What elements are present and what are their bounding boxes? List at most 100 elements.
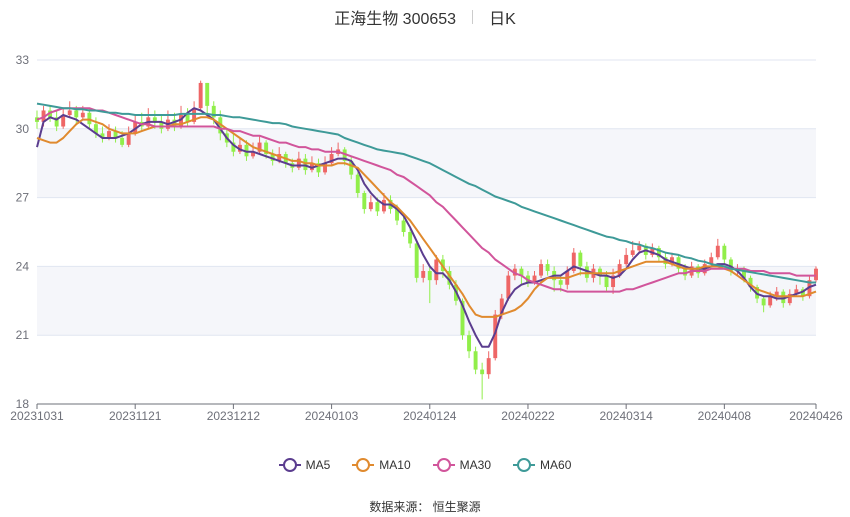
candle-body[interactable] — [87, 112, 92, 125]
candle-body[interactable] — [198, 82, 203, 109]
candle-body[interactable] — [414, 243, 419, 278]
candle-body[interactable] — [381, 199, 386, 212]
candle-body[interactable] — [152, 117, 157, 122]
candle-body[interactable] — [558, 280, 563, 285]
legend-item-ma10[interactable]: MA10 — [352, 458, 411, 472]
candle-body[interactable] — [172, 119, 177, 127]
candle-body[interactable] — [205, 82, 210, 106]
candle-body[interactable] — [722, 245, 727, 260]
candle-body[interactable] — [617, 264, 622, 276]
candle-body[interactable] — [781, 291, 786, 304]
candle-body[interactable] — [787, 293, 792, 304]
candle-body[interactable] — [349, 160, 354, 175]
candle-body[interactable] — [598, 268, 602, 276]
candle-body[interactable] — [728, 259, 733, 271]
candle-body[interactable] — [342, 149, 347, 161]
candle-body[interactable] — [814, 268, 818, 281]
candle-body[interactable] — [670, 257, 674, 265]
candle-body[interactable] — [35, 117, 39, 122]
candle-body[interactable] — [368, 202, 373, 210]
candle-body[interactable] — [303, 158, 308, 171]
candle-body[interactable] — [421, 270, 426, 278]
candle-body[interactable] — [460, 300, 465, 336]
legend-swatch-icon — [278, 458, 301, 472]
candle-body[interactable] — [113, 131, 118, 138]
candle-body[interactable] — [578, 252, 583, 267]
candle-body[interactable] — [499, 298, 504, 315]
candle-body[interactable] — [486, 358, 491, 375]
candle-body[interactable] — [126, 133, 131, 145]
candle-body[interactable] — [159, 121, 164, 129]
candle-body[interactable] — [480, 369, 485, 375]
period-label[interactable]: 日K — [489, 11, 516, 28]
candle-body[interactable] — [539, 264, 544, 276]
candle-body[interactable] — [427, 270, 432, 281]
candle-body[interactable] — [742, 268, 746, 278]
candle-body[interactable] — [656, 248, 661, 258]
candle-body[interactable] — [676, 257, 681, 269]
candle-body[interactable] — [663, 257, 668, 265]
candle-body[interactable] — [61, 115, 66, 127]
candle-body[interactable] — [630, 250, 635, 255]
candle-body[interactable] — [493, 314, 498, 359]
candle-body[interactable] — [473, 351, 478, 370]
candle-body[interactable] — [362, 193, 367, 210]
candle-body[interactable] — [395, 209, 400, 221]
candle-body[interactable] — [323, 163, 327, 173]
candle-body[interactable] — [401, 220, 406, 232]
candle-body[interactable] — [107, 131, 111, 138]
legend-item-ma5[interactable]: MA5 — [278, 458, 330, 472]
candle-body[interactable] — [355, 174, 360, 194]
candle-body[interactable] — [277, 154, 282, 161]
candle-body[interactable] — [774, 291, 779, 297]
candle-body[interactable] — [519, 268, 524, 276]
candle-body[interactable] — [192, 108, 197, 122]
candle-body[interactable] — [467, 335, 472, 352]
candle-body[interactable] — [604, 275, 609, 288]
candle-body[interactable] — [748, 277, 753, 288]
candle-body[interactable] — [211, 105, 216, 118]
candle-body[interactable] — [93, 124, 98, 134]
candle-body[interactable] — [74, 110, 79, 118]
legend-item-ma60[interactable]: MA60 — [513, 458, 571, 472]
candle-body[interactable] — [67, 110, 72, 116]
candle-body[interactable] — [571, 252, 576, 271]
candle-body[interactable] — [761, 298, 766, 306]
candle-body[interactable] — [329, 154, 334, 164]
candle-body[interactable] — [80, 112, 85, 118]
candle-body[interactable] — [532, 275, 537, 283]
candle-body[interactable] — [54, 117, 59, 127]
candle-body[interactable] — [709, 257, 714, 265]
candle-body[interactable] — [696, 266, 701, 274]
candle-body[interactable] — [794, 289, 799, 294]
candle-body[interactable] — [650, 248, 655, 255]
candle-body[interactable] — [270, 154, 275, 161]
candle-body[interactable] — [506, 275, 511, 299]
candle-body[interactable] — [637, 245, 642, 251]
candle-body[interactable] — [611, 275, 616, 288]
candle-body[interactable] — [264, 142, 269, 155]
candle-body[interactable] — [683, 268, 688, 276]
candle-body[interactable] — [434, 259, 439, 281]
candle-body[interactable] — [800, 289, 805, 297]
candle-body[interactable] — [408, 232, 413, 244]
candle-body[interactable] — [447, 270, 452, 285]
candle-body[interactable] — [375, 202, 380, 212]
candle-body[interactable] — [296, 158, 301, 168]
candle-body[interactable] — [120, 137, 125, 145]
candle-body[interactable] — [545, 264, 550, 271]
candle-body[interactable] — [584, 266, 589, 278]
candle-body[interactable] — [715, 245, 720, 258]
candle-body[interactable] — [624, 254, 629, 265]
candle-body[interactable] — [244, 144, 249, 157]
legend-item-ma30[interactable]: MA30 — [432, 458, 491, 472]
candle-body[interactable] — [309, 163, 314, 171]
candle-body[interactable] — [257, 142, 262, 152]
candle-body[interactable] — [100, 133, 105, 138]
candle-body[interactable] — [316, 163, 321, 173]
candle-body[interactable] — [179, 115, 183, 127]
candle-body[interactable] — [231, 142, 236, 152]
candle-body[interactable] — [185, 115, 190, 122]
candle-body[interactable] — [251, 151, 255, 157]
candle-body[interactable] — [768, 296, 773, 306]
